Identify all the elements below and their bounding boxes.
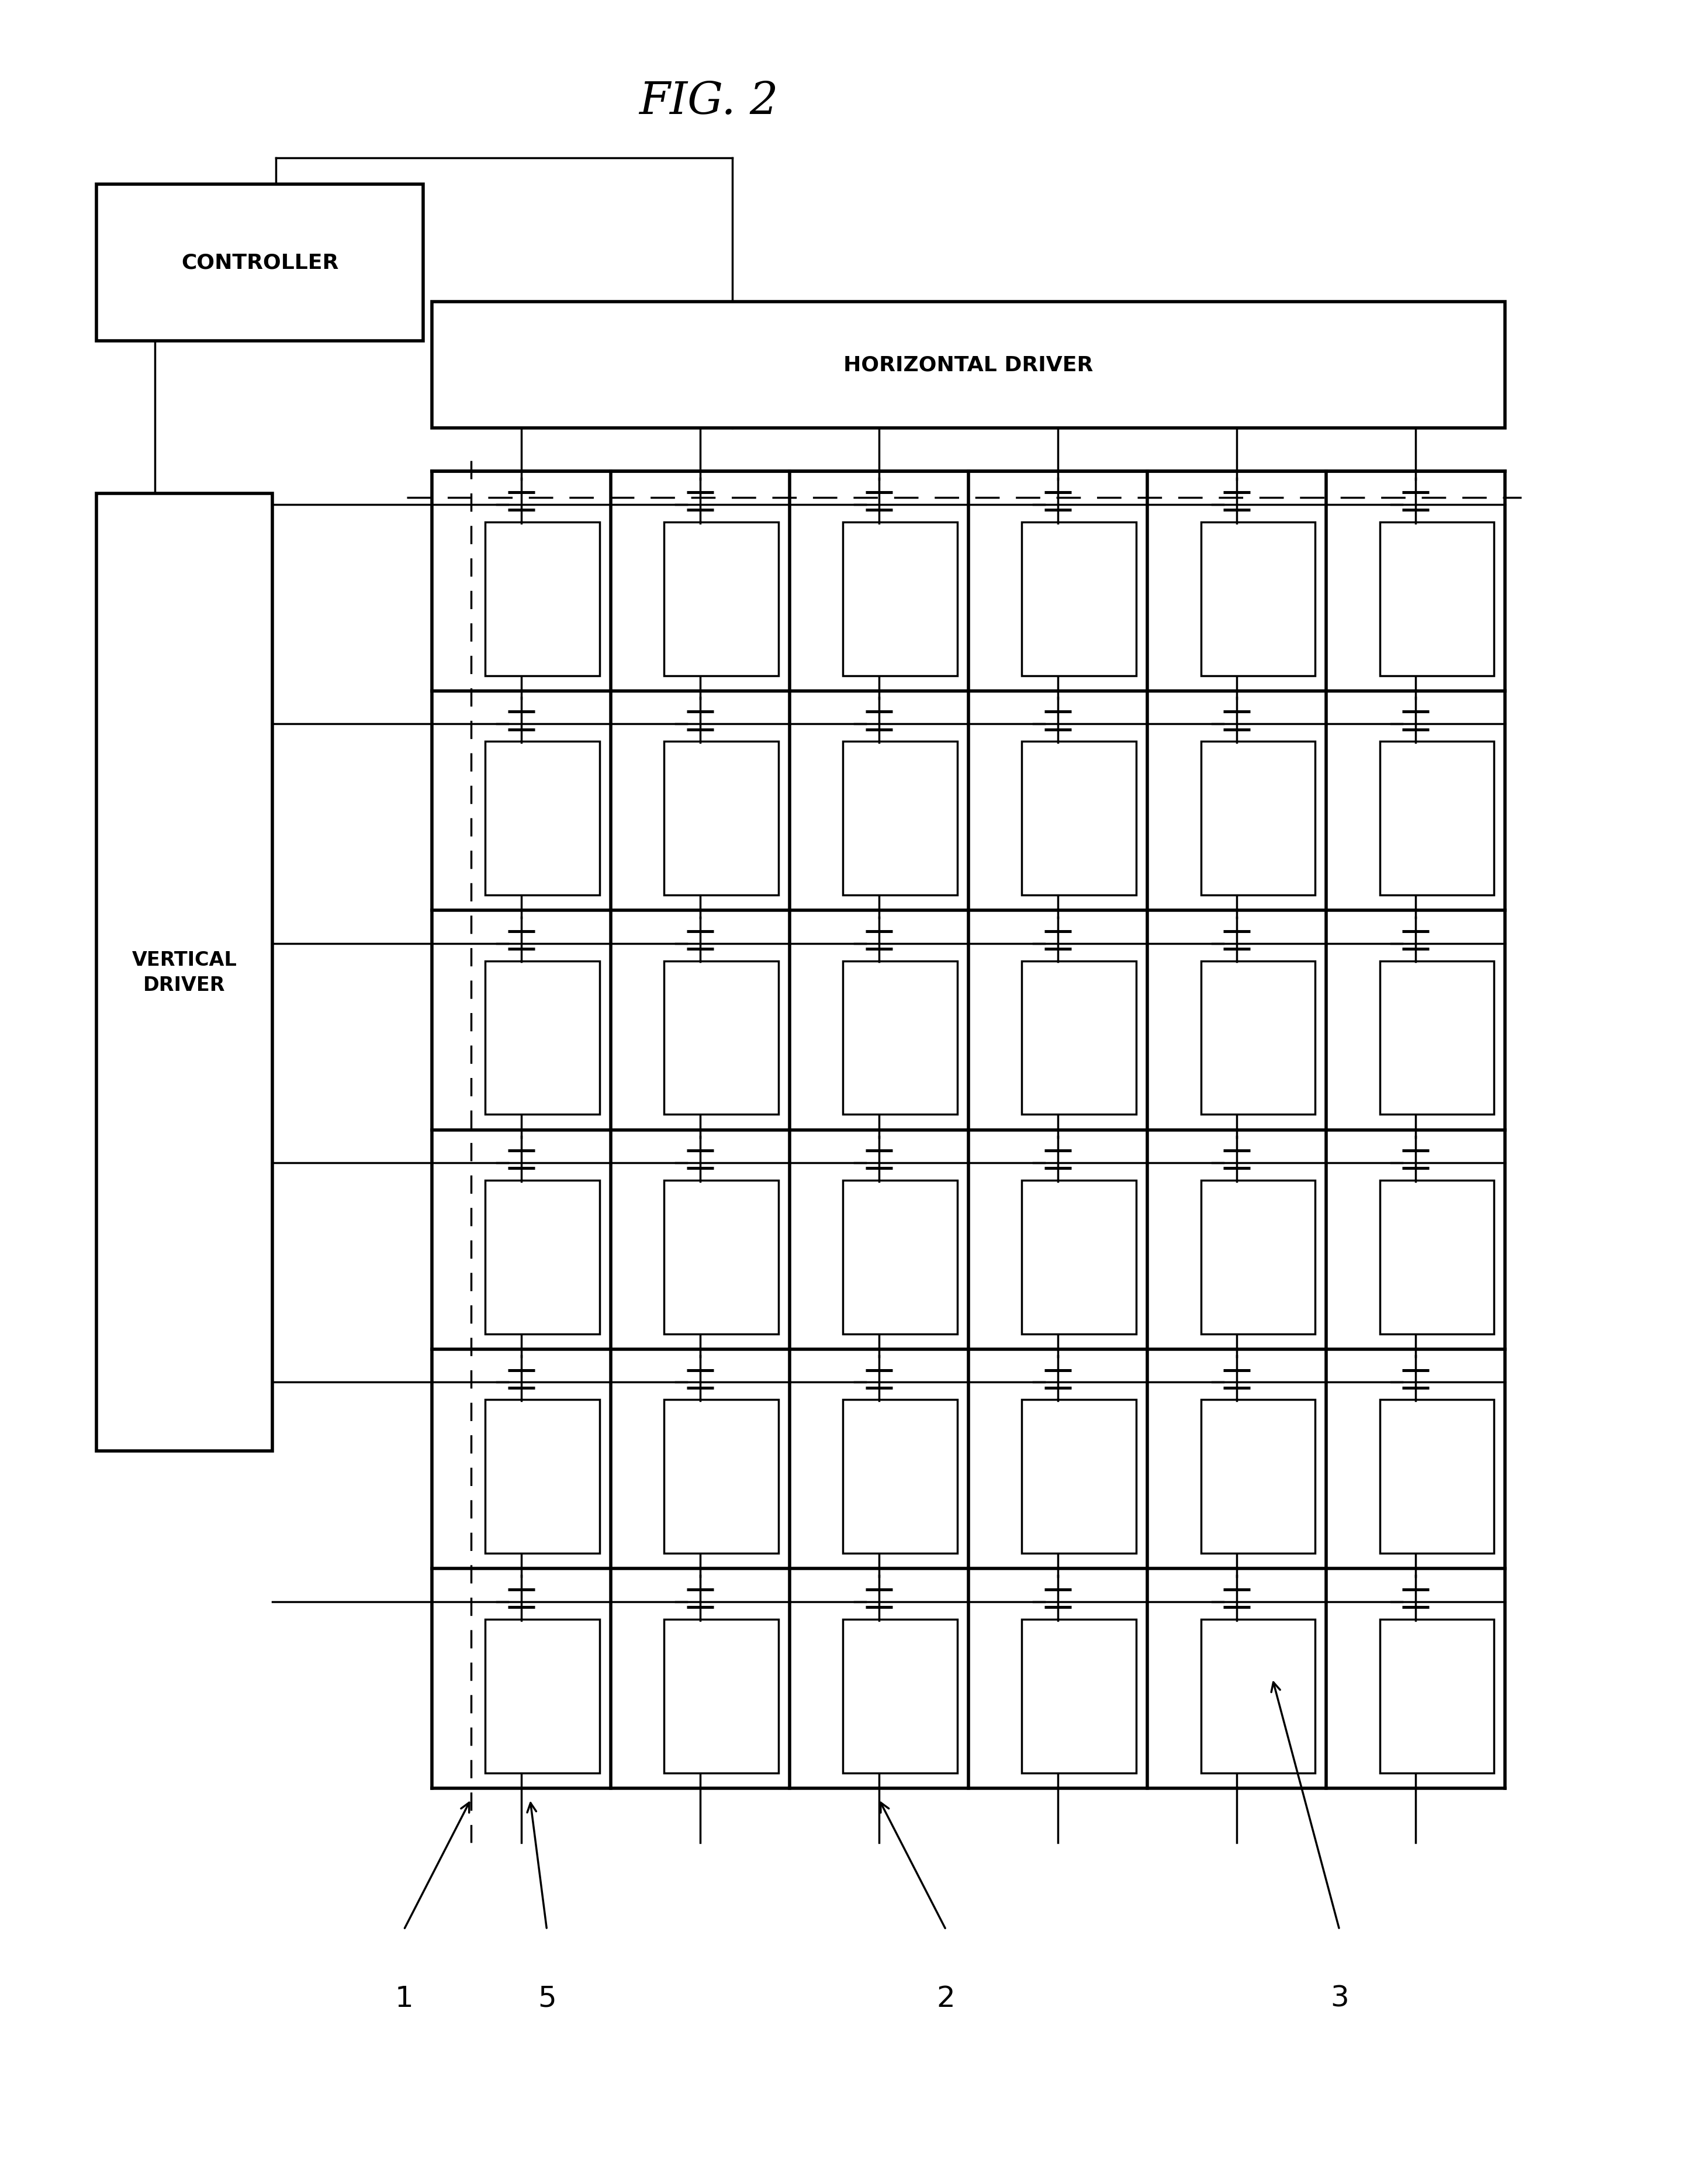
Bar [485,1618,600,1773]
Bar [1201,743,1316,895]
Text: CONTROLLER: CONTROLLER [180,253,339,273]
Bar [485,1400,600,1553]
Bar [1021,1400,1136,1553]
Bar [1201,961,1316,1114]
Bar [1021,961,1136,1114]
Text: 1: 1 [394,1983,413,2011]
Bar [1380,1400,1495,1553]
Bar [485,1182,600,1334]
Bar [842,961,957,1114]
Bar [1380,1182,1495,1334]
Bar [664,1182,778,1334]
Text: 3: 3 [1329,1983,1348,2011]
Bar [1021,743,1136,895]
Bar [96,186,423,341]
Bar [1201,1618,1316,1773]
Bar [842,1400,957,1553]
Bar [1380,743,1495,895]
Bar [664,743,778,895]
Bar [1201,1182,1316,1334]
Text: 5: 5 [538,1983,556,2011]
Bar [842,1182,957,1334]
Bar [1021,1182,1136,1334]
Bar [431,301,1505,428]
Bar [485,522,600,675]
Bar [1380,1618,1495,1773]
Text: 2: 2 [937,1983,955,2011]
Bar [96,494,273,1450]
Text: FIG. 2: FIG. 2 [639,81,778,124]
Bar [485,961,600,1114]
Text: VERTICAL
DRIVER: VERTICAL DRIVER [131,950,238,994]
Bar [485,743,600,895]
Bar [664,961,778,1114]
Bar [1021,1618,1136,1773]
Bar [664,1618,778,1773]
Bar [1380,961,1495,1114]
Bar [664,522,778,675]
Bar [1021,522,1136,675]
Bar [842,743,957,895]
Bar [842,1618,957,1773]
Bar [664,1400,778,1553]
Bar [842,522,957,675]
Bar [1380,522,1495,675]
Text: HORIZONTAL DRIVER: HORIZONTAL DRIVER [844,356,1094,376]
Bar [1201,522,1316,675]
Bar [1201,1400,1316,1553]
